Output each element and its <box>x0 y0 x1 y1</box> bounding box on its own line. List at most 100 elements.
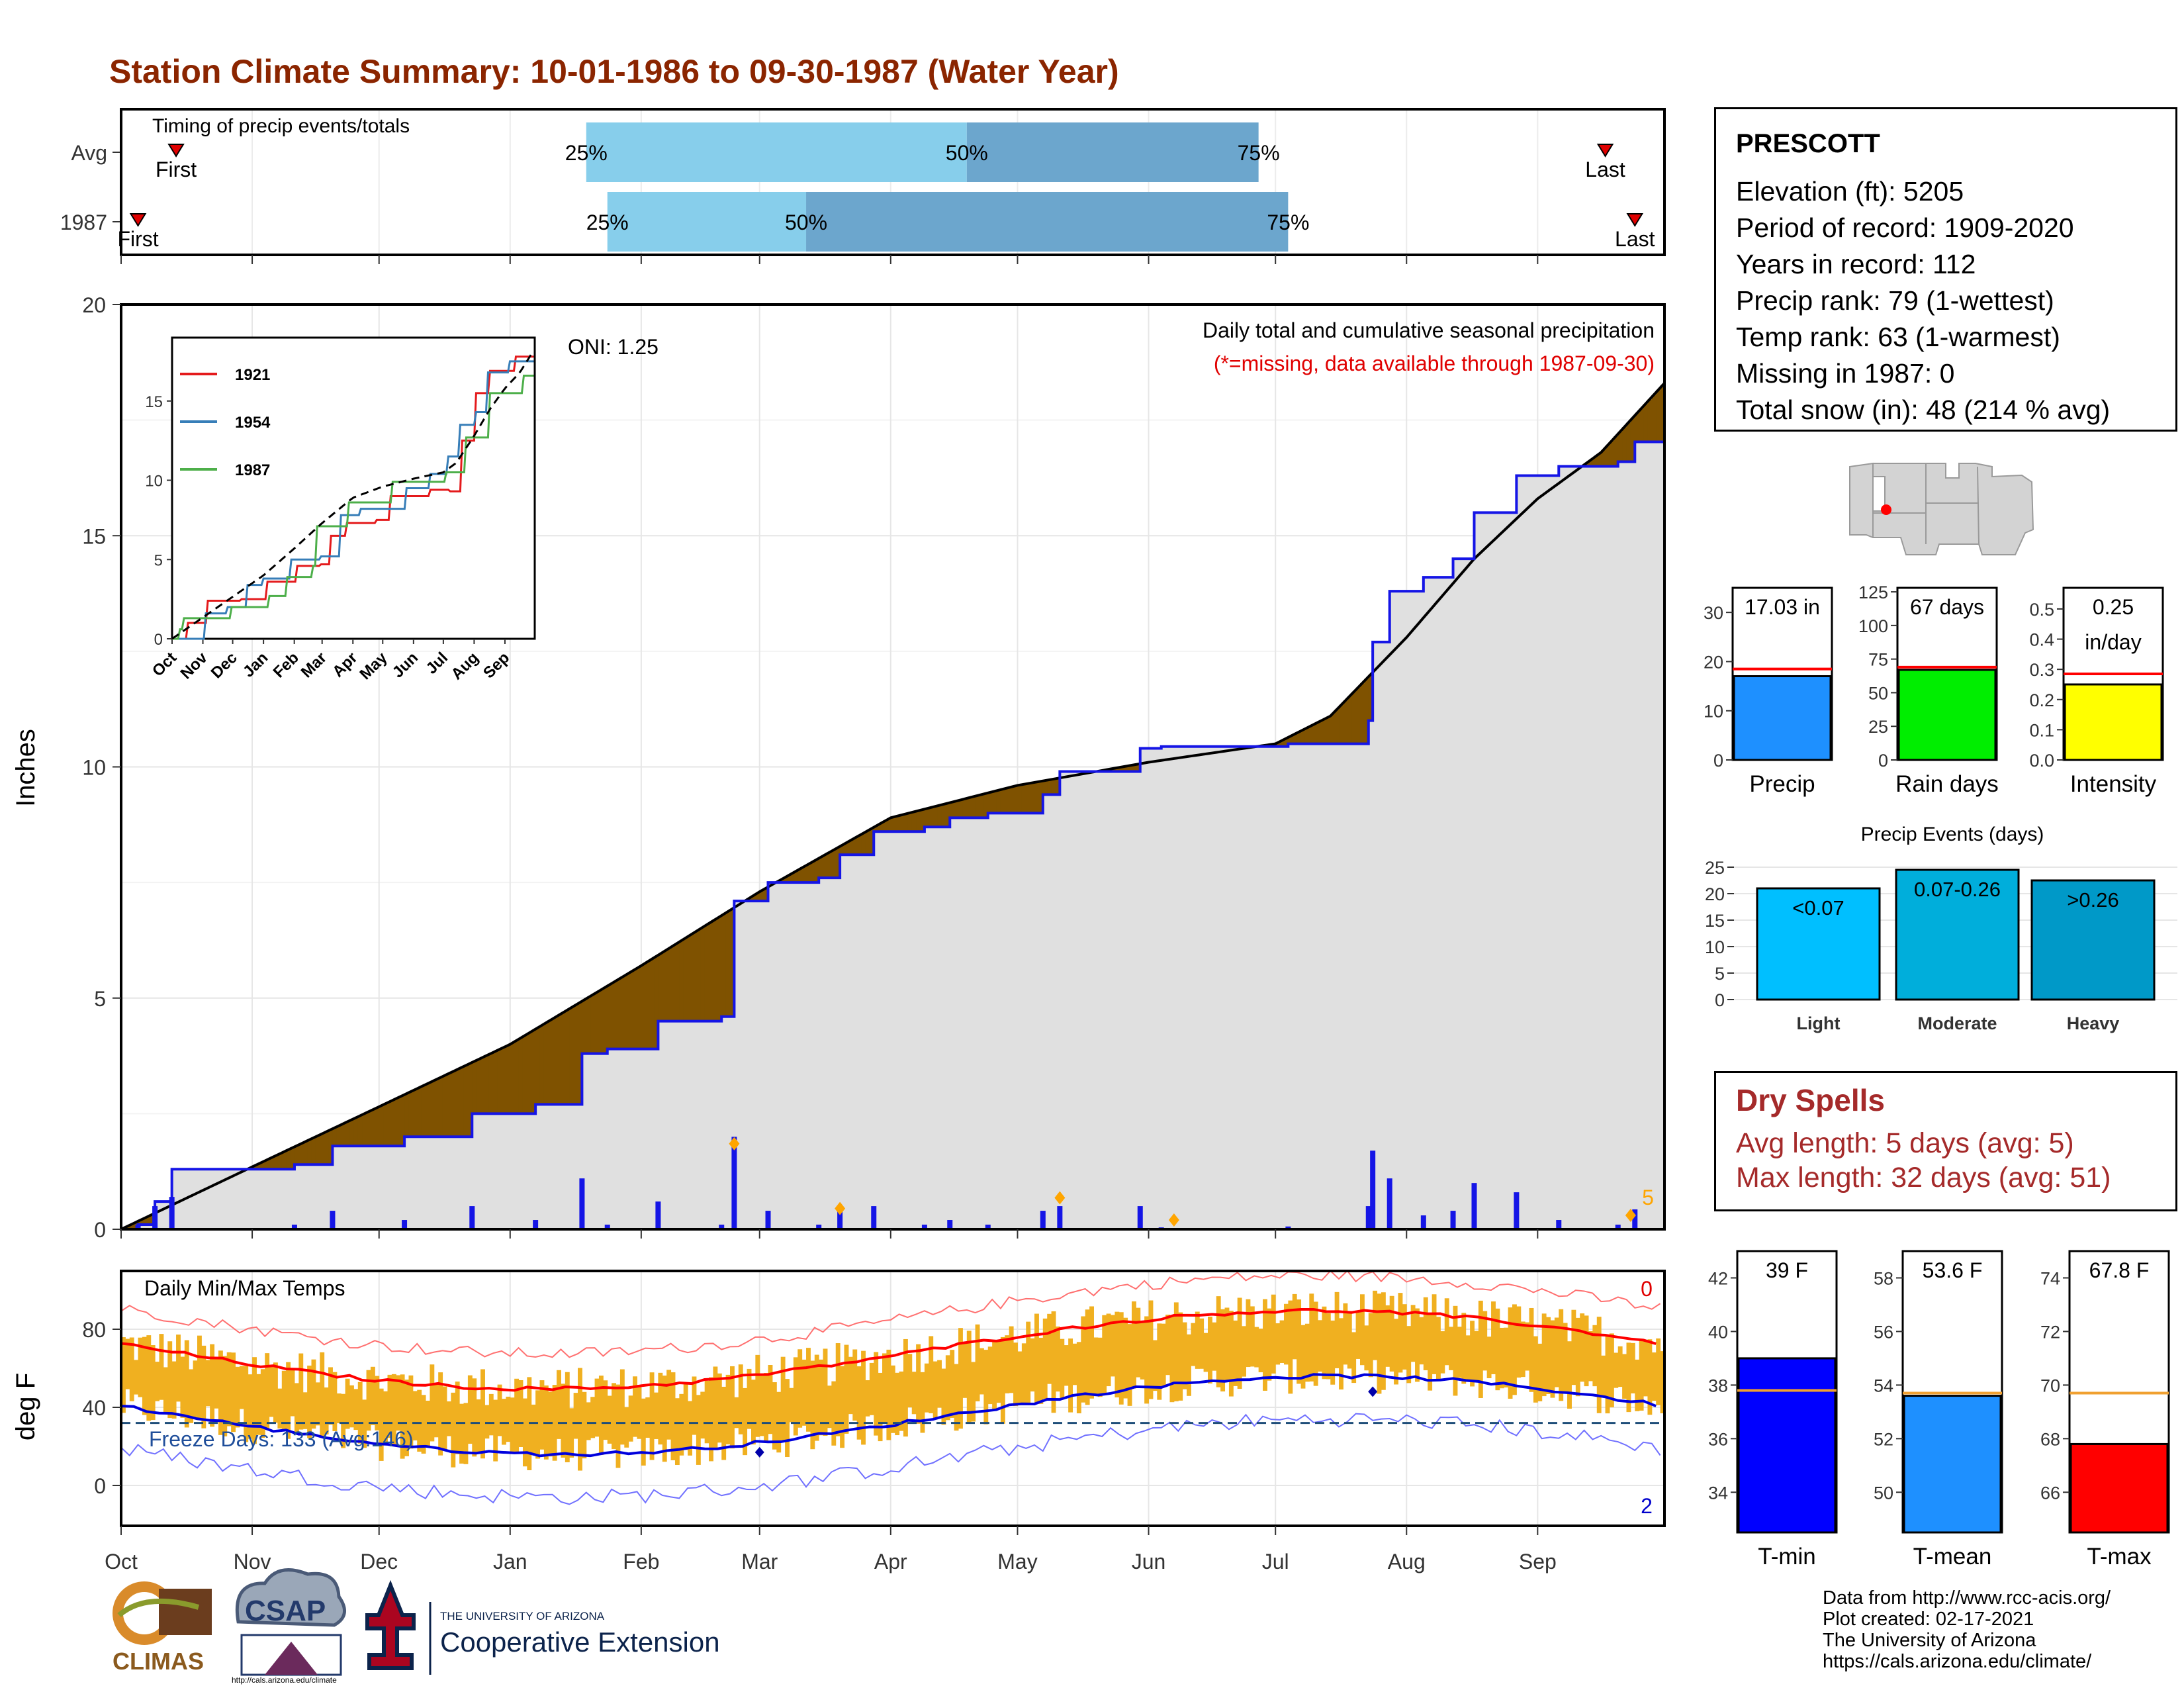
daily-temp-bar <box>1626 1342 1631 1413</box>
daily-temp-bar <box>222 1356 228 1436</box>
daily-temp-bar <box>603 1380 608 1440</box>
daily-temp-bar <box>463 1403 469 1464</box>
record-temp-marker <box>754 1446 764 1458</box>
cumulative-diff-segment <box>522 1035 527 1114</box>
temp-bar-tick-label: 40 <box>1708 1322 1728 1342</box>
cumulative-diff-segment <box>882 821 887 832</box>
daily-temp-bar <box>387 1374 392 1438</box>
daily-temp-bar <box>451 1392 456 1468</box>
cumulative-diff-segment <box>557 1015 562 1105</box>
daily-temp-bar <box>1516 1306 1522 1378</box>
cumulative-diff-segment <box>890 817 895 832</box>
cumulative-diff-segment <box>421 1085 426 1137</box>
daily-temp-bar <box>801 1359 807 1426</box>
cumulative-diff-segment <box>1136 764 1141 772</box>
cumulative-diff-segment <box>924 808 929 827</box>
daily-temp-bar <box>1410 1305 1416 1362</box>
daily-precip-bar <box>719 1225 725 1229</box>
cumulative-diff-segment <box>290 1147 295 1170</box>
inset-series-line <box>172 355 534 640</box>
temp-bar-tick-label: 42 <box>1708 1268 1728 1288</box>
cumulative-diff-segment <box>391 1100 396 1147</box>
daily-temp-bar <box>1127 1324 1132 1406</box>
cumulative-diff-segment <box>696 929 701 1021</box>
mini-bar-label: Rain days <box>1895 771 1999 797</box>
cumulative-diff-segment <box>751 896 756 902</box>
events-ytick-label: 25 <box>1705 858 1725 878</box>
mini-bar-value <box>2064 683 2163 761</box>
cumulative-diff-segment <box>717 917 722 1021</box>
mini-bar-tick-label: 0.2 <box>2029 690 2054 710</box>
daily-temp-bar <box>311 1359 316 1429</box>
daily-temp-bar <box>1228 1311 1234 1397</box>
cumulative-diff-segment <box>1588 460 1593 467</box>
daily-temp-bar <box>417 1389 422 1452</box>
cumulative-diff-segment <box>615 979 621 1049</box>
timing-title: Timing of precip events/totals <box>152 115 410 137</box>
daily-temp-bar <box>1622 1354 1627 1399</box>
events-ytick-label: 10 <box>1705 937 1725 957</box>
station-name: PRESCOTT <box>1736 129 1880 158</box>
cumulative-diff-segment <box>527 1033 532 1114</box>
daily-temp-bar <box>874 1352 879 1436</box>
cumulative-diff-segment <box>1639 408 1644 442</box>
daily-temp-bar <box>987 1346 993 1405</box>
daily-temp-bar <box>1423 1297 1428 1370</box>
daily-precip-bar <box>1040 1211 1046 1229</box>
daily-temp-bar <box>396 1375 401 1431</box>
oni-label: ONI: 1.25 <box>568 335 659 359</box>
daily-temp-bar <box>704 1380 709 1444</box>
cumulative-diff-segment <box>865 831 870 855</box>
daily-temp-bar <box>1334 1291 1340 1368</box>
cumulative-diff-segment <box>1051 778 1056 795</box>
precip-corner-count: 5 <box>1642 1186 1654 1209</box>
record-min-line <box>120 1413 1661 1505</box>
cumulative-diff-segment <box>260 1162 265 1170</box>
daily-precip-bar <box>469 1206 475 1229</box>
temp-bar-value-label: 67.8 F <box>2089 1258 2150 1282</box>
daily-temp-bar <box>1651 1352 1657 1401</box>
temp-bar-value-label: 53.6 F <box>1923 1258 1983 1282</box>
mini-bar-tick-label: 10 <box>1704 702 1723 722</box>
timing-pct-75: 75% <box>1238 141 1280 165</box>
cumulative-diff-segment <box>543 1023 549 1105</box>
timing-row-label: Avg <box>71 141 107 165</box>
cumulative-diff-segment <box>324 1131 329 1165</box>
cumulative-diff-segment <box>383 1103 388 1147</box>
cumulative-diff-segment <box>535 1027 541 1105</box>
daily-temp-bar <box>155 1362 160 1401</box>
cumulative-diff-segment <box>493 1051 498 1114</box>
daily-temp-bar <box>1199 1318 1205 1369</box>
station-period: Period of record: 1909-2020 <box>1736 212 2074 243</box>
page-title: Station Climate Summary: 10-01-1986 to 0… <box>109 53 1119 90</box>
daily-precip-bar <box>1057 1206 1063 1229</box>
cumulative-diff-segment <box>633 969 638 1049</box>
daily-temp-bar <box>357 1382 363 1444</box>
daily-temp-bar <box>1491 1301 1496 1374</box>
daily-temp-bar <box>1525 1322 1530 1371</box>
temp-frame <box>120 1270 1666 1527</box>
daily-temp-bar <box>945 1355 950 1421</box>
cumulative-diff-segment <box>1626 422 1631 462</box>
cumulative-diff-segment <box>1359 683 1365 744</box>
daily-temp-bar <box>890 1365 895 1433</box>
temp-bar-tick-label: 70 <box>2040 1376 2060 1395</box>
temp-bar-tick-label: 74 <box>2040 1268 2060 1288</box>
cumulative-diff-segment <box>848 840 853 855</box>
daily-temp-bar <box>865 1380 870 1417</box>
daily-temp-bar <box>269 1365 274 1417</box>
cumulative-diff-segment <box>612 982 617 1049</box>
cumulative-diff-segment <box>353 1117 359 1147</box>
daily-temp-bar <box>1026 1321 1031 1404</box>
precip-ytick-label: 5 <box>94 987 106 1011</box>
daily-temp-bar <box>1271 1294 1276 1374</box>
month-tick-label: Jul <box>1262 1550 1289 1573</box>
daily-temp-bar <box>1368 1313 1373 1378</box>
cumulative-diff-segment <box>730 909 735 1017</box>
cumulative-diff-segment <box>1123 766 1128 772</box>
daily-temp-bar <box>260 1369 265 1438</box>
daily-temp-bar <box>1609 1333 1614 1407</box>
daily-temp-bar <box>852 1349 858 1421</box>
cumulative-diff-segment <box>793 871 798 883</box>
daily-temp-bar <box>1233 1320 1238 1386</box>
